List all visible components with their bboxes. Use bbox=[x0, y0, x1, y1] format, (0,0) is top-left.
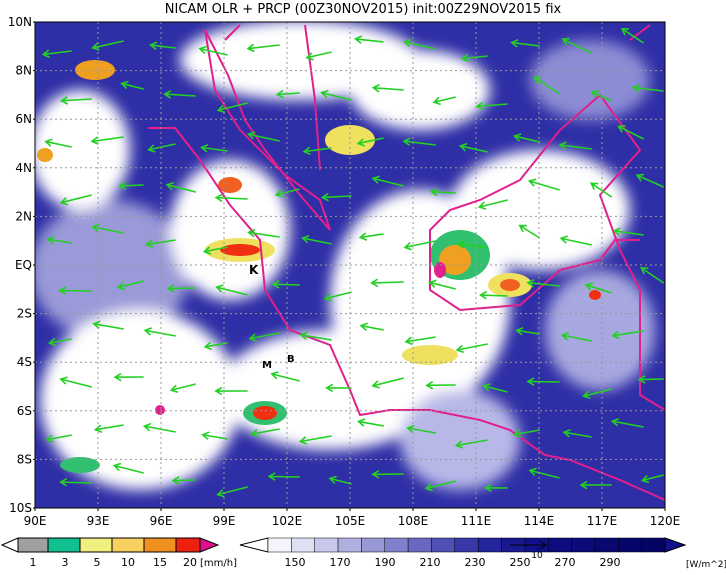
olr-label: 250 bbox=[510, 556, 531, 569]
olr-label: 230 bbox=[465, 556, 486, 569]
vector-scale: 10 bbox=[531, 551, 543, 561]
lon-label: 105E bbox=[335, 514, 366, 528]
lon-label: 93E bbox=[87, 514, 110, 528]
marker: M bbox=[262, 360, 272, 371]
marker: K bbox=[249, 263, 259, 277]
olr-bin bbox=[548, 538, 571, 552]
lat-label: 10N bbox=[8, 15, 32, 29]
lat-label: 4N bbox=[15, 161, 32, 175]
lon-label: 117E bbox=[587, 514, 618, 528]
lat-label: 6S bbox=[17, 404, 32, 418]
lon-label: 114E bbox=[524, 514, 555, 528]
lon-label: 111E bbox=[461, 514, 492, 528]
precip-label: 3 bbox=[62, 556, 69, 569]
olr-unit: [W/m^2] bbox=[686, 560, 726, 570]
olr-bin bbox=[455, 538, 478, 552]
olr-colorbar bbox=[240, 538, 685, 552]
olr-bin bbox=[431, 538, 454, 552]
olr-label: 270 bbox=[555, 556, 576, 569]
lat-label: 8S bbox=[17, 452, 32, 466]
lon-label: 108E bbox=[398, 514, 429, 528]
precip-label: 5 bbox=[94, 556, 101, 569]
olr-label: 290 bbox=[600, 556, 621, 569]
legend-labels: 1 3 5 10 15 20[mm/h] 150 170 190 210 230 250 270 290 1… bbox=[30, 551, 726, 570]
precip-unit: [mm/h] bbox=[200, 558, 237, 569]
olr-bin bbox=[291, 538, 314, 552]
lat-label: 2N bbox=[15, 209, 32, 223]
lat-label: 8N bbox=[15, 64, 32, 78]
olr-bin bbox=[572, 538, 595, 552]
map-field: K M B bbox=[30, 20, 665, 508]
precip-label: 1 bbox=[30, 556, 37, 569]
lat-label: 6N bbox=[15, 112, 32, 126]
olr-bin bbox=[268, 538, 291, 552]
olr-label: 190 bbox=[375, 556, 396, 569]
lon-label: 99E bbox=[213, 514, 236, 528]
olr-bin bbox=[361, 538, 384, 552]
olr-label: 170 bbox=[330, 556, 351, 569]
olr-bin bbox=[642, 538, 665, 552]
lat-label: 4S bbox=[17, 355, 32, 369]
precip-label: 20 bbox=[183, 556, 197, 569]
precip-label: 10 bbox=[121, 556, 135, 569]
lat-label: 2S bbox=[17, 307, 32, 321]
title: NICAM OLR + PRCP (00Z30NOV2015) init:00Z… bbox=[165, 2, 562, 17]
olr-label: 210 bbox=[420, 556, 441, 569]
olr-bin bbox=[478, 538, 501, 552]
olr-bin bbox=[595, 538, 618, 552]
olr-bin bbox=[385, 538, 408, 552]
marker: B bbox=[287, 354, 295, 365]
precip-colorbar bbox=[2, 538, 218, 552]
lon-label: 90E bbox=[24, 514, 47, 528]
lon-label: 120E bbox=[650, 514, 681, 528]
olr-label: 150 bbox=[285, 556, 306, 569]
precip-label: 15 bbox=[153, 556, 167, 569]
lat-label: 10S bbox=[9, 501, 32, 515]
olr-bin bbox=[618, 538, 641, 552]
olr-bin bbox=[338, 538, 361, 552]
lat-label: EQ bbox=[15, 258, 32, 272]
olr-bin bbox=[408, 538, 431, 552]
lon-label: 96E bbox=[150, 514, 173, 528]
olr-bin bbox=[315, 538, 338, 552]
lon-label: 102E bbox=[272, 514, 303, 528]
